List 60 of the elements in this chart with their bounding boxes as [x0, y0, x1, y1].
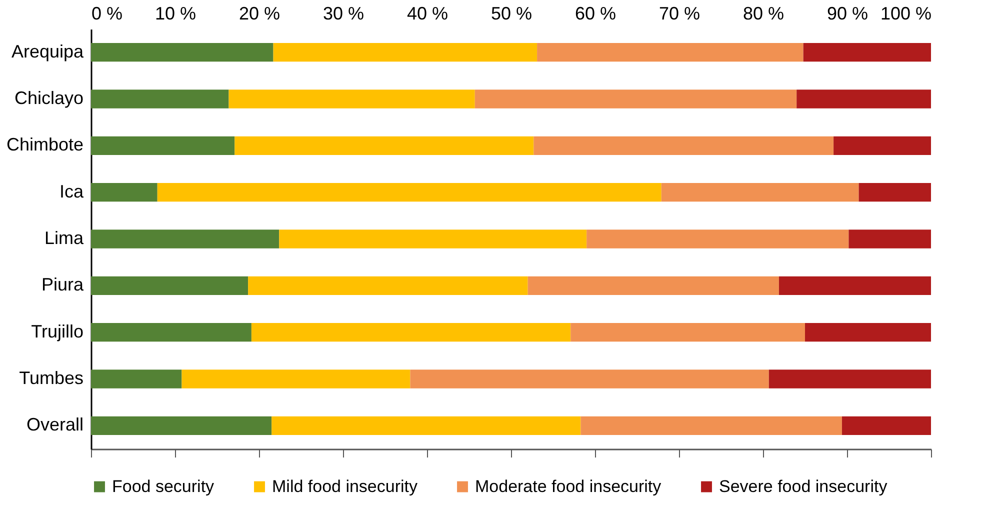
legend-label: Moderate food insecurity	[475, 476, 662, 496]
bar	[534, 136, 834, 155]
x-tick-label: 30 %	[322, 4, 364, 24]
x-tick-label: 60 %	[574, 4, 616, 24]
x-tick-label: 20 %	[238, 4, 280, 24]
bar	[228, 90, 475, 108]
bar	[157, 183, 662, 202]
y-tick-label: Tumbes	[19, 368, 84, 388]
bar	[182, 370, 410, 388]
bar	[272, 416, 581, 435]
bar	[768, 370, 931, 388]
bar	[91, 230, 280, 248]
x-tick-label: 70 %	[658, 4, 700, 24]
bar	[842, 416, 931, 435]
bar	[586, 230, 849, 248]
y-tick-label: Overall	[26, 414, 84, 435]
legend-label: Food security	[112, 476, 215, 496]
y-tick-label: Chiclayo	[14, 88, 84, 108]
bar	[91, 416, 272, 435]
bar	[537, 43, 804, 62]
bar	[805, 323, 931, 342]
bar	[248, 276, 528, 295]
bar	[410, 370, 769, 388]
bar	[848, 230, 931, 248]
bar	[91, 136, 235, 155]
bar	[273, 43, 538, 62]
x-tick-label: 90 %	[826, 4, 868, 24]
y-tick-label: Chimbote	[6, 134, 84, 155]
bar	[778, 276, 931, 295]
bar	[661, 183, 859, 202]
y-tick-label: Piura	[41, 274, 84, 295]
bar	[580, 416, 842, 435]
bar	[251, 323, 571, 342]
y-tick-label: Lima	[44, 228, 84, 248]
bar	[528, 276, 779, 295]
x-tick-label: 100 %	[880, 4, 932, 24]
bar	[803, 43, 931, 62]
bar	[91, 370, 182, 388]
bar	[796, 90, 931, 108]
bar	[91, 323, 252, 342]
x-tick-label: 50 %	[490, 4, 532, 24]
x-tick-label: 10 %	[154, 4, 196, 24]
bar	[91, 183, 158, 202]
bar	[91, 90, 229, 108]
bar	[474, 90, 797, 108]
y-tick-label: Arequipa	[11, 41, 84, 62]
bar	[91, 43, 274, 62]
y-tick-label: Trujillo	[31, 321, 84, 342]
bar	[279, 230, 587, 248]
legend-label: Mild food insecurity	[272, 476, 418, 496]
bar	[234, 136, 534, 155]
bar	[91, 276, 248, 295]
bar	[858, 183, 931, 202]
x-tick-label: 0 %	[92, 4, 123, 24]
legend-label: Severe food insecurity	[719, 476, 888, 496]
bar	[834, 136, 931, 155]
x-tick-label: 40 %	[406, 4, 448, 24]
bar	[570, 323, 805, 342]
y-tick-label: Ica	[59, 181, 84, 202]
x-tick-label: 80 %	[742, 4, 784, 24]
